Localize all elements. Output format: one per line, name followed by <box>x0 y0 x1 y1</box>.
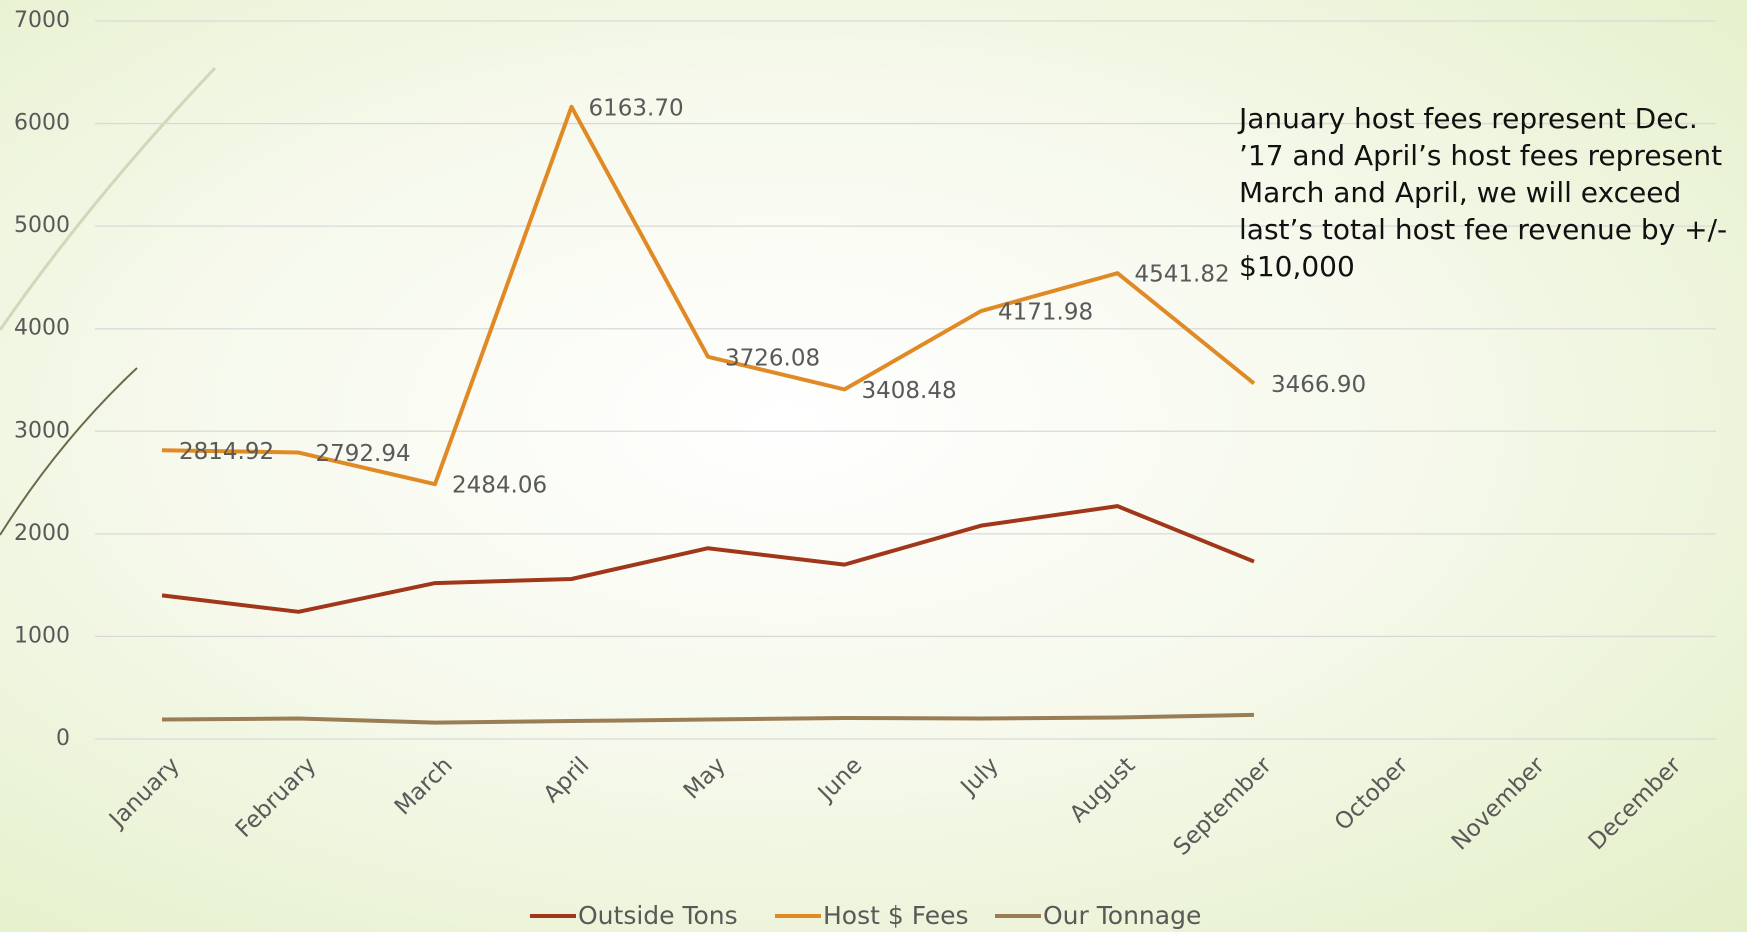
y-tick-label: 6000 <box>14 111 70 136</box>
y-tick-label: 0 <box>56 726 70 751</box>
legend-label: Our Tonnage <box>1043 901 1201 930</box>
data-label: 6163.70 <box>589 95 684 121</box>
data-label: 3408.48 <box>862 378 957 404</box>
data-label: 2792.94 <box>316 441 411 467</box>
decoration <box>0 66 217 331</box>
data-label: 2484.06 <box>452 473 547 499</box>
legend-label: Host $ Fees <box>823 901 969 930</box>
x-tick-label: September <box>1169 752 1278 861</box>
annotation: January host fees represent Dec. ’17 and… <box>1239 102 1728 283</box>
y-tick-label: 4000 <box>14 316 70 341</box>
x-tick-label: August <box>1065 752 1140 827</box>
x-tick-label: November <box>1447 752 1550 855</box>
y-tick-label: 1000 <box>14 623 70 648</box>
series-line <box>161 504 1255 614</box>
x-tick-label: January <box>103 752 184 833</box>
series-line <box>161 104 1256 487</box>
x-tick-label: February <box>231 752 321 842</box>
data-label: 4541.82 <box>1135 262 1230 288</box>
series-line <box>161 712 1255 725</box>
x-tick-label: July <box>955 752 1004 801</box>
x-tick-label: December <box>1584 752 1687 855</box>
data-label: 2814.92 <box>179 439 274 465</box>
x-tick-label: April <box>539 752 595 808</box>
x-tick-label: May <box>679 752 731 804</box>
data-label: 3726.08 <box>725 345 820 371</box>
y-tick-label: 5000 <box>14 213 70 238</box>
data-label: 4171.98 <box>998 300 1093 326</box>
x-tick-label: March <box>390 752 458 820</box>
decoration <box>0 367 138 536</box>
y-tick-label: 2000 <box>14 521 70 546</box>
data-label: 3466.90 <box>1271 372 1366 398</box>
legend-label: Outside Tons <box>578 901 738 930</box>
x-tick-label: October <box>1330 752 1414 836</box>
y-tick-label: 3000 <box>14 418 70 443</box>
y-tick-label: 7000 <box>14 8 70 33</box>
x-tick-label: June <box>812 752 867 807</box>
